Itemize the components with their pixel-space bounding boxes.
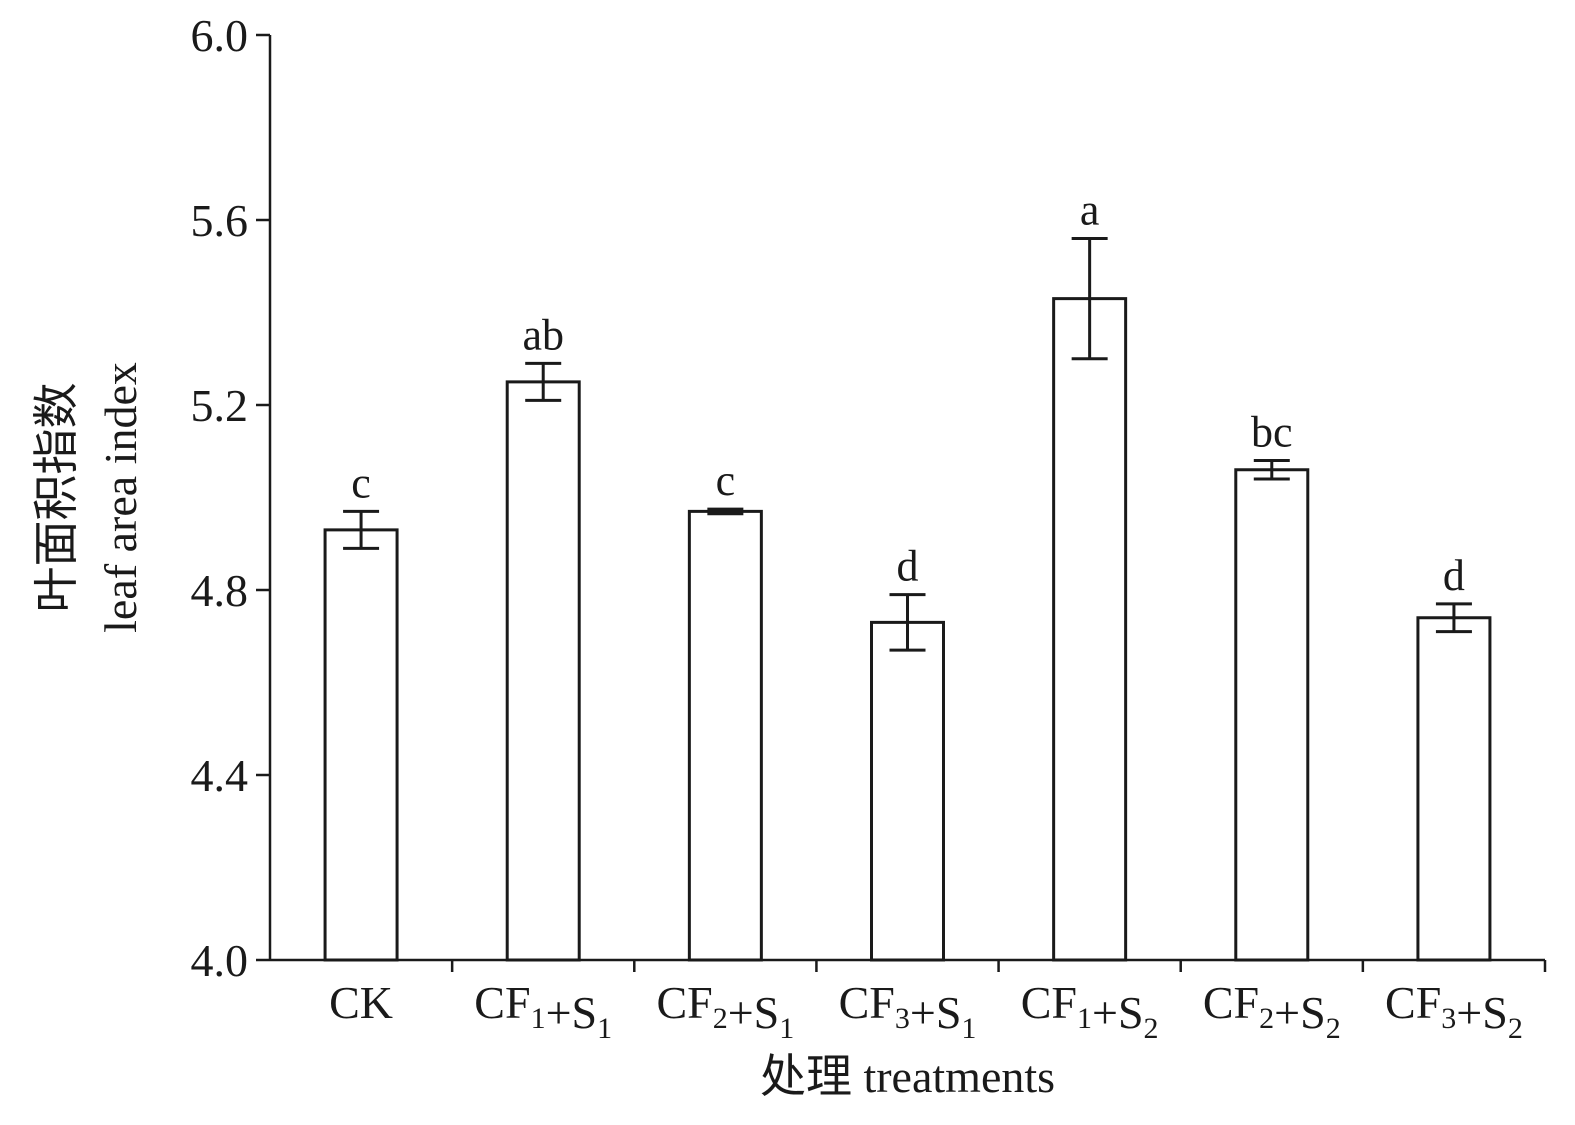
category-label-4: CF1+S2 (1021, 977, 1159, 1045)
category-label-2-base2: S (754, 987, 780, 1038)
y-tick-label-5: 6.0 (191, 10, 249, 61)
y-tick-label-2: 4.8 (191, 565, 249, 616)
category-label-0-base: CK (329, 977, 393, 1028)
category-label-6-base: CF (1385, 977, 1441, 1028)
significance-label-0: c (351, 458, 371, 507)
category-label-2-sub: 2 (713, 1002, 728, 1035)
category-label-4-sub2: 2 (1144, 1012, 1159, 1045)
category-label-2-sub2: 1 (779, 1012, 794, 1045)
category-label-6-sub2: 2 (1508, 1012, 1523, 1045)
bar-4 (1052, 297, 1128, 962)
category-label-6: CF3+S2 (1385, 977, 1523, 1045)
y-tick-label-1: 4.4 (191, 750, 249, 801)
y-axis-title: leaf area index (95, 362, 146, 633)
bar-1 (505, 380, 581, 962)
category-label-5-plus: + (1274, 987, 1300, 1038)
axes-group (256, 33, 1547, 972)
category-label-2-plus: + (728, 987, 754, 1038)
category-label-5-base: CF (1203, 977, 1259, 1028)
category-label-3: CF3+S1 (839, 977, 977, 1045)
category-label-3-plus: + (910, 987, 936, 1038)
category-label-1-base: CF (474, 977, 530, 1028)
category-label-1-plus: + (546, 987, 572, 1038)
significance-label-6: d (1443, 551, 1465, 600)
category-label-2-base: CF (656, 977, 712, 1028)
category-label-6-plus: + (1456, 987, 1482, 1038)
category-label-2: CF2+S1 (656, 977, 794, 1045)
y-tick-label-4: 5.6 (191, 195, 249, 246)
category-label-4-base2: S (1118, 987, 1144, 1038)
bar-6 (1416, 616, 1492, 962)
bars-group (323, 237, 1492, 962)
category-label-5-base2: S (1300, 987, 1326, 1038)
x-axis-title: 处理 treatments (760, 1051, 1055, 1102)
category-label-4-base: CF (1021, 977, 1077, 1028)
category-label-5-sub2: 2 (1326, 1012, 1341, 1045)
significance-label-2: c (716, 456, 736, 505)
category-label-1-sub2: 1 (597, 1012, 612, 1045)
bar-0 (323, 528, 399, 962)
category-label-4-plus: + (1092, 987, 1118, 1038)
category-label-1-sub: 1 (531, 1002, 546, 1035)
category-label-0: CK (329, 977, 393, 1028)
y-axis-title-cn: 叶面积指数 (31, 383, 82, 613)
category-label-3-sub2: 1 (961, 1012, 976, 1045)
category-label-3-base2: S (936, 987, 962, 1038)
category-label-3-sub: 3 (895, 1002, 910, 1035)
bar-5 (1234, 468, 1310, 962)
category-label-3-base: CF (839, 977, 895, 1028)
significance-label-3: d (897, 542, 919, 591)
bar-2 (687, 509, 763, 962)
significance-label-1: ab (522, 310, 564, 359)
category-label-4-sub: 1 (1077, 1002, 1092, 1035)
significance-label-4: a (1080, 186, 1100, 235)
y-tick-label-0: 4.0 (191, 935, 249, 986)
bar-3 (870, 620, 945, 962)
category-label-1: CF1+S1 (474, 977, 612, 1045)
category-label-5-sub: 2 (1259, 1002, 1274, 1035)
category-label-5: CF2+S2 (1203, 977, 1341, 1045)
y-tick-label-3: 5.2 (191, 380, 249, 431)
significance-label-5: bc (1251, 408, 1293, 457)
category-label-1-base2: S (572, 987, 598, 1038)
category-label-6-sub: 3 (1441, 1002, 1456, 1035)
category-label-6-base2: S (1482, 987, 1508, 1038)
